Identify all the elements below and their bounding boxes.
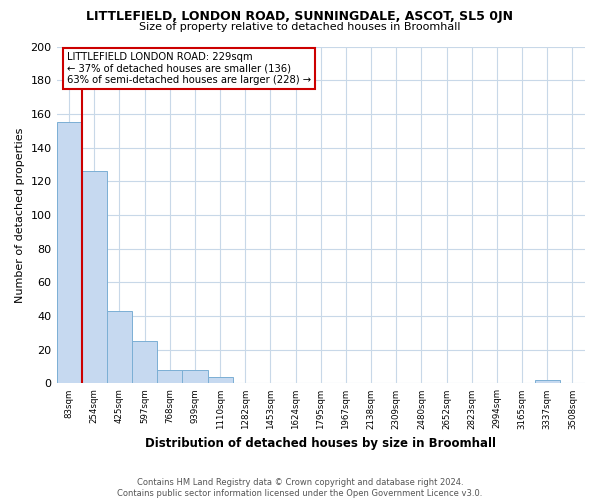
Bar <box>182 370 208 384</box>
Bar <box>157 370 182 384</box>
Bar <box>132 342 157 384</box>
Text: Size of property relative to detached houses in Broomhall: Size of property relative to detached ho… <box>139 22 461 32</box>
Text: Contains HM Land Registry data © Crown copyright and database right 2024.
Contai: Contains HM Land Registry data © Crown c… <box>118 478 482 498</box>
Bar <box>535 380 560 384</box>
Y-axis label: Number of detached properties: Number of detached properties <box>15 128 25 302</box>
X-axis label: Distribution of detached houses by size in Broomhall: Distribution of detached houses by size … <box>145 437 496 450</box>
Text: LITTLEFIELD, LONDON ROAD, SUNNINGDALE, ASCOT, SL5 0JN: LITTLEFIELD, LONDON ROAD, SUNNINGDALE, A… <box>86 10 514 23</box>
Bar <box>107 311 132 384</box>
Bar <box>56 122 82 384</box>
Bar <box>82 171 107 384</box>
Bar <box>208 376 233 384</box>
Text: LITTLEFIELD LONDON ROAD: 229sqm
← 37% of detached houses are smaller (136)
63% o: LITTLEFIELD LONDON ROAD: 229sqm ← 37% of… <box>67 52 311 85</box>
